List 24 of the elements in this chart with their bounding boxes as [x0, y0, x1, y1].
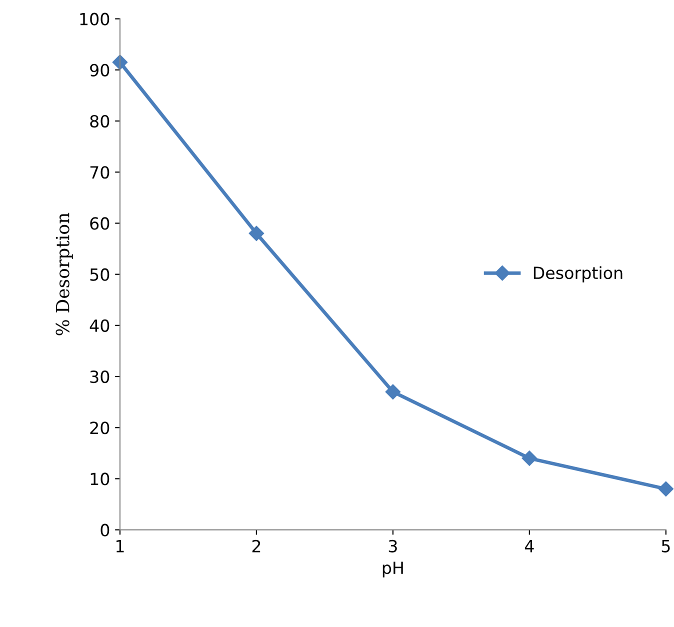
point [385, 384, 401, 400]
y-tick-label: 0 [100, 524, 110, 536]
y-tick-label: 70 [90, 166, 110, 179]
y-tick-label: 10 [90, 472, 110, 486]
y-axis-title: % Desorption [56, 212, 73, 336]
x-tick-label: 4 [524, 540, 534, 552]
x-tick-label: 2 [252, 540, 260, 552]
point [112, 54, 128, 70]
x-axis-title: pH [382, 562, 403, 578]
x-tick-label: 1 [116, 540, 124, 552]
y-tick-label: 30 [90, 370, 110, 384]
y-tick-label: 100 [80, 12, 110, 26]
point [658, 481, 674, 497]
x-tick-label: 3 [388, 540, 397, 552]
point [248, 226, 264, 241]
y-tick-label: 80 [90, 114, 110, 128]
y-tick-label: 60 [90, 217, 110, 230]
x-tick-label: 5 [662, 540, 670, 552]
legend-label: Desorption [534, 266, 622, 282]
point [522, 450, 537, 466]
y-tick-label: 50 [90, 268, 110, 281]
y-tick-label: 20 [90, 422, 110, 434]
y-tick-label: 40 [90, 319, 110, 332]
y-tick-label: 90 [90, 64, 110, 76]
